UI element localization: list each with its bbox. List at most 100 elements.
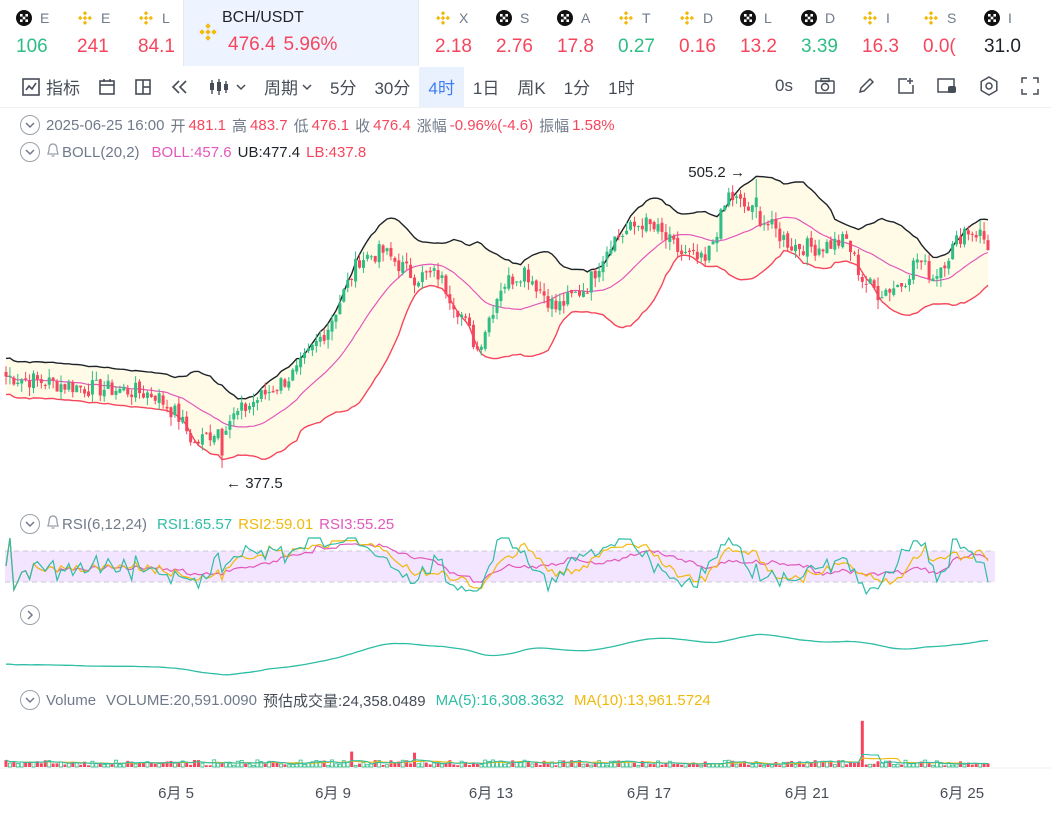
ticker-item[interactable]: L 13.2 [724,0,785,66]
volume-bar [868,763,873,768]
ohlc-info-line: 2025-06-25 16:00 开 481.1 高 483.7 低 476.1… [20,114,621,136]
indicators-button[interactable]: 指标 [0,67,89,107]
candle-body [805,238,809,257]
replay-button[interactable] [161,67,199,107]
open-value: 481.1 [188,116,226,134]
fullscreen-button[interactable] [1010,66,1051,106]
candle-body [153,395,157,401]
extra-indicator-line [5,633,989,676]
volume-bar [318,760,323,768]
candle-body [460,314,464,318]
interval-tab[interactable]: 1日 [472,79,500,98]
collapse-toggle[interactable] [20,142,40,162]
volume-bar [334,763,338,768]
ticker-item[interactable]: E 106 [0,0,61,66]
candle-body [98,379,102,396]
volume-bar [428,764,432,767]
candle-body [935,276,939,279]
ticker-symbol: T [642,10,651,26]
collapse-toggle[interactable] [20,115,40,135]
candle-body [350,279,354,281]
calendar-button[interactable] [89,67,125,107]
candle-body [373,255,377,262]
indicators-label: 指标 [46,79,80,98]
interval-tab[interactable]: 30分 [374,79,411,98]
bell-icon[interactable] [46,142,60,162]
interval-tab[interactable]: 5分 [330,79,357,98]
candle-body [401,262,405,273]
add-window-button[interactable] [886,66,926,106]
ticker-item[interactable]: X 2.18 [419,0,480,66]
ticker-item[interactable]: I 16.3 [846,0,907,66]
candle-body [589,271,593,293]
collapse-toggle[interactable] [20,690,40,710]
ticker-item[interactable]: D 3.39 [785,0,846,66]
interval-tab[interactable]: 周K [517,79,546,98]
boll-mid-line [5,216,989,428]
candle-body [16,382,20,385]
amplitude-label: 振幅 [539,117,570,135]
candle-body [59,384,63,393]
ticker-item[interactable]: S 2.76 [480,0,541,66]
volume-bar [157,763,162,768]
volume-bar [83,761,87,767]
ticker-item-active[interactable]: BCH/USDT 476.4 5.96% [183,0,419,66]
candle-body [849,240,853,253]
volume-bar [601,762,605,768]
bell-icon[interactable] [46,514,60,534]
ticker-item[interactable]: S 0.0( [907,0,968,66]
volume-bar [511,760,515,767]
volume-bar [173,762,177,768]
candle-body [20,379,24,384]
ticker-item[interactable]: T 0.27 [602,0,663,66]
candle-body [365,254,369,259]
binance-icon [618,10,634,26]
candle-body [134,382,138,398]
chart-type-button[interactable] [199,67,255,107]
volume-bar [302,764,307,768]
layout-button[interactable] [125,67,161,107]
template-button[interactable] [926,66,968,106]
volume-bar [526,762,530,767]
candle-body [43,384,47,386]
interval-tab[interactable]: 1分 [563,79,591,98]
candle-body [118,388,122,393]
settings-button[interactable] [968,66,1010,106]
volume-bar [722,760,727,768]
volume-bar [39,763,43,767]
candle-body [381,245,385,253]
collapse-toggle[interactable] [20,514,40,534]
candle-body [794,244,798,252]
interval-tab[interactable]: 4时 [419,66,464,107]
ticker-item[interactable]: A 17.8 [541,0,602,66]
volume-bar [66,762,71,768]
okx-icon [984,10,1000,26]
ticker-item[interactable]: L 84.1 [122,0,183,66]
okx-icon [740,10,756,26]
okx-icon [801,10,817,26]
close-label: 收 [355,117,371,135]
candle-body [648,219,652,225]
rsi3-value: RSI3:55.25 [319,515,395,533]
volume-bar [24,762,28,767]
ticker-item[interactable]: I 31.0 [968,0,1029,66]
candle-body [24,378,28,380]
volume-bar [345,762,350,768]
ticker-item[interactable]: E 241 [61,0,122,66]
volume-bar [943,765,947,767]
candle-body [177,403,181,422]
expand-toggle[interactable] [20,605,40,625]
draw-button[interactable] [846,66,886,106]
candle-body [852,252,856,254]
screenshot-button[interactable] [804,66,846,106]
candle-body [911,260,915,280]
interval-tab[interactable]: 1时 [608,79,635,98]
ticker-item[interactable]: D 0.16 [663,0,724,66]
rsi1-value: RSI1:65.57 [157,515,233,533]
volume-bar [118,764,122,768]
candle-body [204,432,208,434]
period-dropdown[interactable]: 周期 [255,67,321,107]
volume-bar [452,764,456,767]
candle-body [8,375,12,378]
volume-bar [208,765,212,767]
